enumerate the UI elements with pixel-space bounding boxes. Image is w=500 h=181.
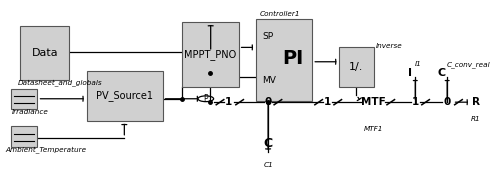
Text: 0: 0 — [264, 97, 272, 107]
Text: PI: PI — [282, 49, 303, 68]
Text: Data: Data — [32, 48, 58, 58]
Text: MTF1: MTF1 — [364, 126, 383, 132]
Text: C: C — [264, 137, 272, 150]
Bar — [256, 19, 312, 101]
Bar — [339, 47, 374, 87]
Text: MTF: MTF — [361, 97, 386, 107]
Text: 1: 1 — [225, 97, 232, 107]
Text: 1: 1 — [412, 97, 419, 107]
Bar — [20, 26, 70, 80]
Text: MV: MV — [262, 76, 276, 85]
Text: P: P — [204, 94, 208, 103]
Text: I: I — [408, 68, 412, 77]
Text: C: C — [437, 68, 446, 77]
Text: SP: SP — [262, 32, 274, 41]
Text: MPPT_PNO: MPPT_PNO — [184, 49, 236, 60]
Text: C_conv_real: C_conv_real — [446, 61, 490, 68]
Text: Datasheet_and_globals: Datasheet_and_globals — [18, 79, 102, 86]
Text: Inverse: Inverse — [376, 43, 403, 49]
Bar — [10, 89, 38, 109]
Text: Controller1: Controller1 — [260, 11, 300, 17]
Bar — [86, 71, 162, 121]
Text: 1: 1 — [324, 97, 330, 107]
Text: I1: I1 — [414, 62, 421, 68]
Text: Irradiance: Irradiance — [12, 109, 49, 115]
Text: C1: C1 — [264, 162, 274, 168]
Text: PV_Source1: PV_Source1 — [96, 90, 153, 101]
Text: 1/.: 1/. — [349, 62, 364, 72]
Text: R1: R1 — [470, 116, 480, 122]
Text: 0: 0 — [444, 97, 451, 107]
Bar — [10, 126, 38, 147]
Text: R: R — [472, 97, 480, 107]
Bar — [182, 22, 238, 87]
Text: Ambient_Temperature: Ambient_Temperature — [6, 146, 86, 153]
